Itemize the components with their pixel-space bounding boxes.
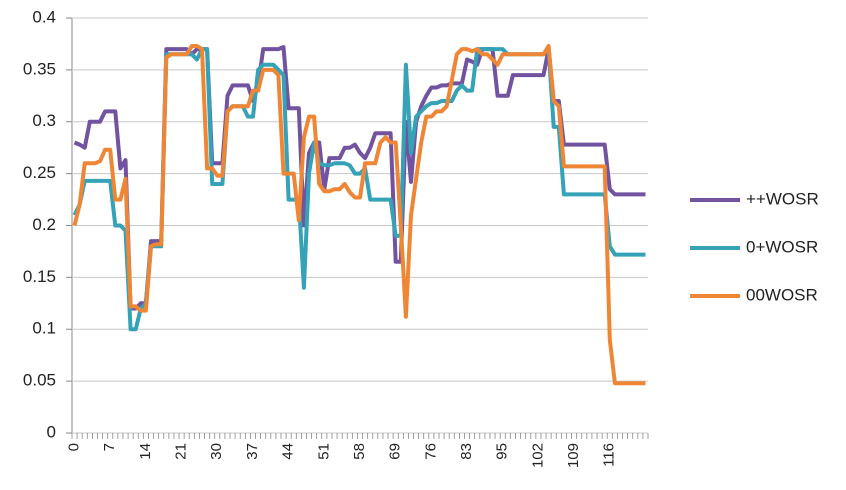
x-tick-label: 7 (101, 443, 118, 451)
x-tick-label: 37 (244, 443, 261, 460)
x-tick-label: 58 (351, 443, 368, 460)
x-tick-label: 21 (173, 443, 190, 460)
y-tick-label: 0.05 (23, 371, 56, 390)
x-tick-label: 83 (458, 443, 475, 460)
x-tick-label: 44 (280, 443, 297, 460)
y-tick-label: 0.25 (23, 163, 56, 182)
x-tick-label: 51 (315, 443, 332, 460)
x-tick-label: 69 (387, 443, 404, 460)
legend-label: ++WOSR (746, 189, 819, 208)
y-tick-label: 0.1 (32, 319, 56, 338)
x-tick-label: 109 (565, 443, 582, 468)
y-tick-label: 0.2 (32, 215, 56, 234)
y-tick-label: 0.3 (32, 111, 56, 130)
series-line (73, 45, 646, 311)
x-tick-label: 14 (137, 443, 154, 460)
y-tick-label: 0.35 (23, 59, 56, 78)
legend-label: 00WOSR (746, 285, 818, 304)
series-line (72, 44, 646, 386)
y-tick-label: 0.4 (32, 7, 56, 26)
y-tick-label: 0.15 (23, 267, 56, 286)
x-tick-label: 102 (529, 443, 546, 468)
x-tick-label: 30 (208, 443, 225, 460)
legend-label: 0+WOSR (746, 237, 818, 256)
x-tick-label: 0 (66, 443, 83, 451)
x-tick-label: 95 (494, 443, 511, 460)
x-tick-label: 116 (601, 443, 618, 467)
y-tick-label: 0 (47, 422, 56, 441)
x-tick-label: 76 (422, 443, 439, 460)
